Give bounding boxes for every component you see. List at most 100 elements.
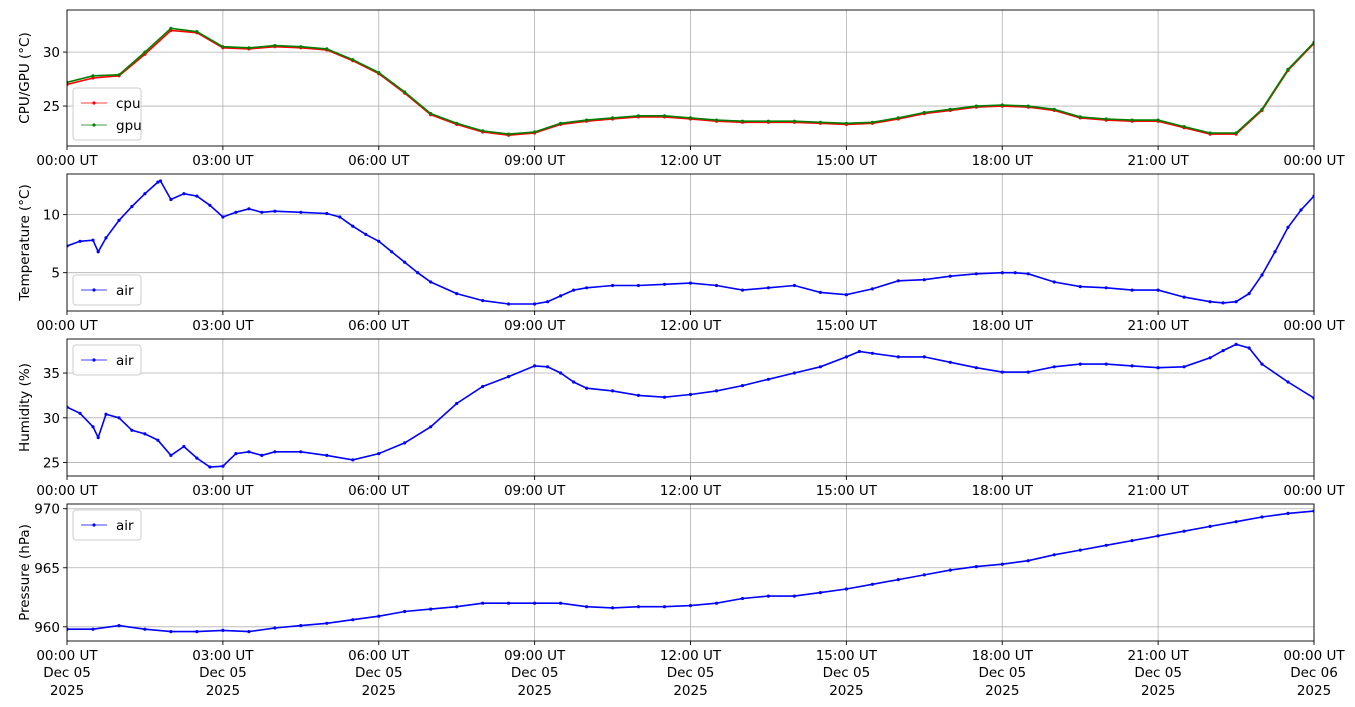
data-point (1260, 273, 1264, 277)
x-tick-label: 00:00 UT (36, 153, 98, 169)
data-point (688, 604, 693, 608)
x-tick-date-label: Dec 05 (199, 665, 247, 681)
x-tick-label: 06:00 UT (348, 153, 410, 169)
data-point (611, 283, 615, 288)
data-point (234, 452, 238, 456)
data-point (818, 591, 823, 595)
data-point (688, 392, 693, 397)
data-point (1104, 117, 1108, 121)
data-point (429, 607, 433, 611)
data-point (78, 239, 82, 243)
data-point (1234, 520, 1238, 524)
data-point (1182, 529, 1186, 533)
data-point (740, 119, 745, 123)
data-point (870, 120, 875, 124)
x-tick-label: 00:00 UT (1283, 483, 1345, 499)
x-tick-label: 12:00 UT (660, 153, 722, 169)
data-point (364, 232, 368, 236)
x-tick-year-label: 2025 (206, 683, 240, 699)
data-point (1052, 107, 1056, 111)
data-point (792, 371, 797, 375)
data-point (117, 624, 121, 628)
data-point (1286, 511, 1290, 515)
y-tick-label: 5 (51, 266, 60, 282)
data-point (481, 384, 485, 389)
data-point (740, 596, 745, 601)
data-point (325, 453, 329, 457)
data-point (143, 50, 147, 54)
data-point (455, 121, 459, 125)
x-tick-label: 21:00 UT (1127, 318, 1189, 334)
data-point (636, 283, 641, 288)
x-tick-label: 21:00 UT (1127, 648, 1189, 664)
data-point (351, 458, 355, 462)
y-axis-label: CPU/GPU (°C) (17, 32, 33, 123)
data-point (688, 281, 693, 285)
series-air (67, 509, 1314, 634)
data-point (156, 180, 160, 184)
x-tick-year-label: 2025 (1141, 683, 1175, 699)
legend-marker-cpu (92, 101, 96, 105)
data-point (1130, 288, 1134, 292)
x-tick-date-label: Dec 05 (667, 665, 715, 681)
data-point (1221, 301, 1225, 305)
legend: cpu gpu (72, 87, 142, 141)
data-point (1247, 292, 1251, 296)
data-point (221, 464, 225, 468)
data-point (1000, 103, 1004, 107)
data-point (585, 605, 589, 609)
data-point (325, 211, 329, 216)
data-point (636, 114, 641, 118)
data-point (1260, 362, 1264, 366)
data-point (766, 377, 771, 381)
x-tick-label: 15:00 UT (816, 648, 878, 664)
data-point (1260, 107, 1264, 111)
data-point (1234, 300, 1238, 304)
y-tick-label: 25 (43, 99, 60, 115)
data-point (1052, 365, 1056, 369)
data-point (208, 465, 212, 469)
data-point (91, 238, 95, 242)
data-point (870, 287, 875, 291)
x-tick-label: 06:00 UT (348, 648, 410, 664)
data-point (260, 453, 264, 457)
data-point (792, 283, 797, 288)
data-point (1078, 115, 1082, 119)
data-point (1182, 125, 1186, 129)
data-point (611, 606, 615, 610)
data-point (416, 271, 420, 275)
series-gpu (67, 26, 1314, 136)
x-tick-label: 06:00 UT (348, 483, 410, 499)
legend: air (72, 344, 142, 376)
x-tick-label: 21:00 UT (1127, 153, 1189, 169)
data-point (130, 204, 134, 209)
data-point (377, 71, 381, 75)
data-point (429, 280, 433, 284)
data-point (96, 435, 100, 440)
x-tick-label: 03:00 UT (192, 153, 254, 169)
data-point (104, 236, 108, 240)
data-point (533, 130, 537, 134)
data-point (766, 286, 771, 290)
data-point (948, 274, 952, 278)
x-tick-date-label: Dec 05 (511, 665, 559, 681)
data-point (1104, 286, 1108, 290)
y-tick-label: 35 (43, 366, 60, 382)
x-tick-date-label: Dec 05 (1134, 665, 1182, 681)
data-point (585, 118, 589, 122)
data-point (546, 365, 550, 369)
data-point (208, 203, 212, 207)
data-point (844, 587, 849, 591)
data-point (247, 450, 251, 454)
data-point (1260, 515, 1264, 519)
data-point (481, 299, 485, 303)
data-point (1156, 366, 1160, 370)
data-point (1000, 271, 1004, 275)
x-tick-date-label: Dec 05 (43, 665, 91, 681)
x-tick-date-label: Dec 06 (1290, 665, 1338, 681)
legend-label-gpu: gpu (116, 118, 142, 134)
data-point (1208, 131, 1212, 135)
y-tick-label: 25 (43, 456, 60, 472)
data-point (533, 601, 537, 605)
data-point (636, 605, 641, 609)
